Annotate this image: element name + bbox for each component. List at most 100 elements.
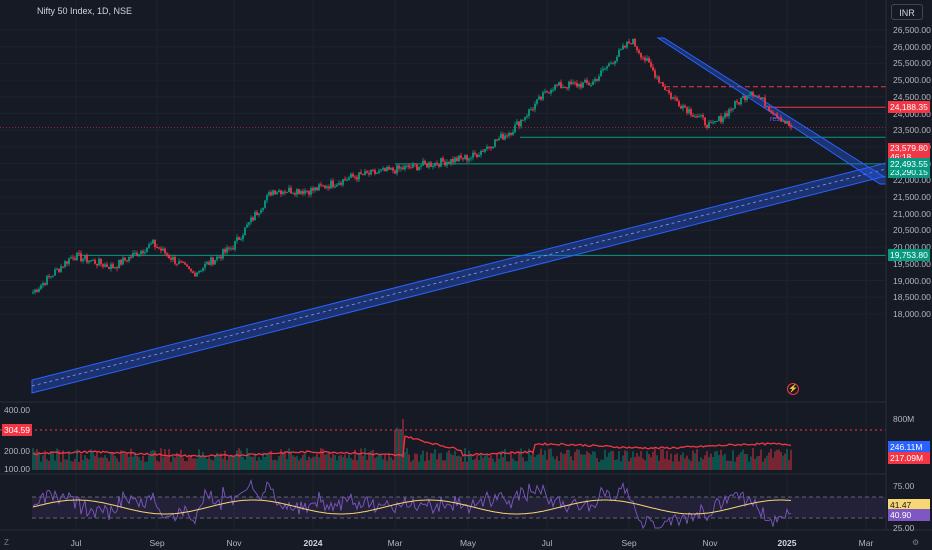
- volume-bar: [212, 460, 214, 470]
- volume-bar: [774, 451, 776, 470]
- volume-bar: [94, 455, 96, 470]
- candle-body: [400, 167, 402, 169]
- volume-bar: [496, 453, 498, 470]
- time-label: Mar: [387, 538, 403, 548]
- volume-bar: [332, 453, 334, 470]
- volume-bar: [484, 455, 486, 470]
- candle-body: [396, 165, 398, 174]
- volume-bar: [512, 458, 514, 470]
- candle-body: [378, 170, 380, 173]
- candle-body: [708, 122, 710, 129]
- candle-body: [554, 84, 556, 90]
- candle-body: [234, 240, 236, 250]
- volume-bar: [686, 455, 688, 470]
- candle-body: [606, 66, 608, 69]
- candle-body: [614, 61, 616, 64]
- volume-bar: [710, 453, 712, 470]
- volume-bar: [150, 450, 152, 470]
- volume-bar: [732, 450, 734, 470]
- volume-bar: [702, 459, 704, 470]
- symbol-title[interactable]: Nifty 50 Index, 1D, NSE: [37, 6, 133, 16]
- volume-bar: [204, 456, 206, 470]
- candle-body: [706, 125, 708, 129]
- candle-body: [452, 159, 454, 163]
- trend-channels: [31, 37, 887, 394]
- candle-body: [756, 95, 758, 97]
- volume-bar: [62, 450, 64, 470]
- candle-body: [370, 169, 372, 175]
- candle-body: [348, 177, 350, 180]
- candle-body: [560, 82, 562, 88]
- candle-body: [116, 267, 118, 269]
- volume-bar: [186, 461, 188, 470]
- candle-body: [154, 240, 156, 248]
- volume-bar: [194, 458, 196, 470]
- candle-body: [640, 53, 642, 58]
- volume-bar: [606, 456, 608, 470]
- candle-body: [316, 187, 318, 191]
- candle-body: [684, 105, 686, 108]
- candle-body: [262, 207, 264, 211]
- volume-bar: [768, 452, 770, 470]
- candle-body: [722, 117, 724, 123]
- candle-body: [134, 252, 136, 254]
- volume-bar: [234, 456, 236, 470]
- settings-icon[interactable]: ⚙: [912, 538, 920, 547]
- volume-bar: [730, 460, 732, 470]
- candle-body: [382, 168, 384, 170]
- candle-body: [404, 165, 406, 170]
- candle-body: [352, 173, 354, 177]
- candle-body: [158, 247, 160, 249]
- candle-body: [446, 162, 448, 166]
- candle-body: [696, 116, 698, 118]
- volume-bar: [742, 449, 744, 470]
- candle-body: [716, 120, 718, 122]
- candle-body: [286, 192, 288, 194]
- volume-bar: [32, 448, 34, 470]
- candle-body: [730, 109, 732, 111]
- candle-body: [442, 158, 444, 162]
- volume-bar: [478, 459, 480, 470]
- volume-bar: [364, 448, 366, 470]
- volume-bar: [106, 457, 108, 470]
- volume-label-red: 217.09M: [888, 452, 930, 464]
- volume-bar: [438, 453, 440, 470]
- candle-body: [754, 95, 756, 97]
- volume-bar: [352, 459, 354, 470]
- volume-bar: [616, 459, 618, 470]
- candle-body: [188, 266, 190, 269]
- volume-tick-100: 100.00: [4, 464, 30, 474]
- res-annotation[interactable]: res: [770, 116, 780, 123]
- candle-body: [72, 257, 74, 259]
- candle-body: [40, 285, 42, 289]
- volume-bar: [578, 449, 580, 470]
- candle-body: [128, 256, 130, 262]
- candle-body: [534, 103, 536, 110]
- candle-body: [430, 162, 432, 167]
- volume-bar: [378, 454, 380, 470]
- lightning-icon[interactable]: ⚡: [787, 383, 799, 395]
- candle-body: [782, 120, 784, 122]
- volume-bar: [722, 455, 724, 470]
- volume-bar: [44, 450, 46, 470]
- candle-body: [38, 288, 40, 292]
- price-tick: 19,000.00: [893, 275, 931, 286]
- candle-body: [566, 87, 568, 89]
- volume-bar: [690, 460, 692, 470]
- candle-body: [114, 267, 116, 269]
- candle-body: [58, 268, 60, 272]
- candle-body: [84, 255, 86, 259]
- candle-body: [366, 171, 368, 173]
- volume-bar: [522, 457, 524, 470]
- volume-bar: [436, 459, 438, 470]
- volume-bar: [652, 451, 654, 470]
- candle-body: [156, 247, 158, 249]
- candle-body: [596, 79, 598, 81]
- volume-bar: [268, 454, 270, 470]
- candle-body: [712, 122, 714, 124]
- currency-button[interactable]: INR: [891, 4, 923, 20]
- volume-bar: [224, 450, 226, 470]
- volume-bar: [440, 453, 442, 470]
- zoom-icon[interactable]: Z: [4, 538, 9, 547]
